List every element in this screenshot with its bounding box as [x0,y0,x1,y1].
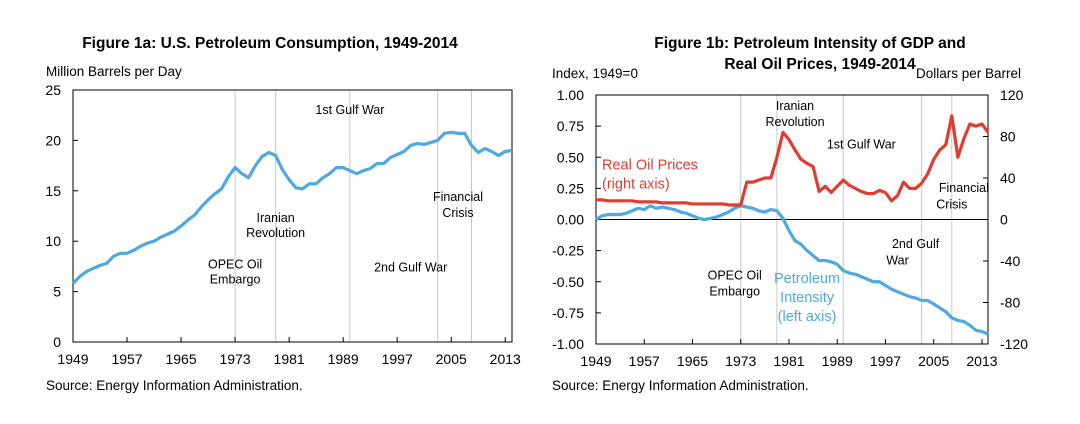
source-note: Source: Energy Information Administratio… [552,378,809,393]
left-y-axis-label: Index, 1949=0 [552,66,638,81]
y-tick-label: 15 [45,183,61,199]
x-tick-label: 2005 [436,351,467,367]
chart-plot-area: 0 5 10 15 20 25 1949 1957 1965 1973 1981 1989 1997 20… [45,82,521,367]
x-tick-label: 1949 [580,353,611,369]
y-tick-label: 0 [53,334,61,350]
y-tick-label: 25 [45,82,61,98]
annotation-text: Embargo [709,284,760,298]
chart-title-line-2: Real Oil Prices, 1949-2014 [724,56,916,73]
x-tick-label: 1981 [274,351,305,367]
left-y-tick-label: -0.50 [552,274,584,290]
x-tick-label: 2005 [918,353,949,369]
right-y-tick-label: -40 [1000,253,1020,269]
y-tick-label: 10 [45,233,61,249]
x-tick-label: 1997 [870,353,901,369]
annotation-text: 2nd Gulf [892,237,940,251]
figure-1a: Figure 1a: U.S. Petroleum Consumption, 1… [45,35,521,393]
annotation-text: War [886,253,908,267]
petroleum-intensity-series-line [595,204,989,336]
annotation-text: Iranian [776,99,814,113]
petroleum-intensity-label: (left axis) [778,309,837,325]
annotation-text: Iranian [256,211,294,225]
x-tick-label: 1989 [328,351,359,367]
real-oil-prices-series-line [596,114,990,207]
annotation-text: Crisis [936,197,967,211]
annotation-text: Financial [433,190,483,204]
petroleum-intensity-label: Petroleum [774,271,840,287]
chart-title-line-1: Figure 1b: Petroleum Intensity of GDP an… [654,35,966,52]
annotation-text: Embargo [210,273,261,287]
right-y-tick-label: -120 [1000,336,1028,352]
right-y-tick-label: 0 [1000,212,1008,228]
plot-frame [72,89,513,343]
source-note: Source: Energy Information Administratio… [46,378,303,393]
y-tick-label: 20 [45,132,61,148]
x-tick-label: 1949 [57,351,88,367]
x-tick-label: 1957 [629,353,660,369]
annotation-text: Revolution [246,226,305,240]
real-oil-prices-label: (right axis) [602,177,670,193]
annotation-text: 1st Gulf War [315,103,384,117]
left-y-tick-label: -0.75 [552,305,584,321]
x-tick-label: 1965 [165,351,196,367]
annotation-text: Crisis [442,206,473,220]
x-tick-label: 1973 [220,351,251,367]
left-y-tick-label: 0.00 [557,212,584,228]
chart-plot-area: 1.00 0.75 0.50 0.25 0.00 -0.25 -0.50 -0.75 -1.00… [552,87,1028,369]
left-y-tick-label: -1.00 [552,336,584,352]
y-axis-label: Million Barrels per Day [46,64,182,79]
x-tick-label: 1997 [382,351,413,367]
annotation-text: Financial [939,181,989,195]
x-tick-label: 1965 [677,353,708,369]
annotation-text: 1st Gulf War [827,138,896,152]
x-tick-label: 2013 [966,353,997,369]
x-tick-label: 1981 [773,353,804,369]
left-y-tick-label: 0.25 [557,180,584,196]
petroleum-intensity-label: Intensity [780,290,835,306]
annotation-text: Revolution [765,115,824,129]
figure-1b: Figure 1b: Petroleum Intensity of GDP an… [540,0,1080,424]
right-y-tick-label: 40 [1000,170,1016,186]
y-tick-label: 5 [53,284,61,300]
right-y-tick-label: -80 [1000,295,1020,311]
right-y-axis-label: Dollars per Barrel [916,66,1022,81]
x-tick-label: 2013 [490,351,521,367]
annotation-text: OPEC Oil [708,268,762,282]
consumption-series-line [71,130,513,285]
x-tick-label: 1957 [111,351,142,367]
left-y-tick-label: 0.50 [557,149,584,165]
annotation-text: OPEC Oil [208,257,262,271]
right-y-tick-label: 80 [1000,129,1016,145]
x-tick-label: 1973 [725,353,756,369]
left-y-tick-label: -0.25 [552,243,584,259]
right-y-tick-label: 120 [1000,87,1024,103]
real-oil-prices-label: Real Oil Prices [602,158,698,174]
left-y-tick-label: 0.75 [557,118,584,134]
chart-title: Figure 1a: U.S. Petroleum Consumption, 1… [82,35,458,52]
x-tick-label: 1989 [822,353,853,369]
annotation-text: 2nd Gulf War [374,260,447,274]
left-y-tick-label: 1.00 [557,87,584,103]
